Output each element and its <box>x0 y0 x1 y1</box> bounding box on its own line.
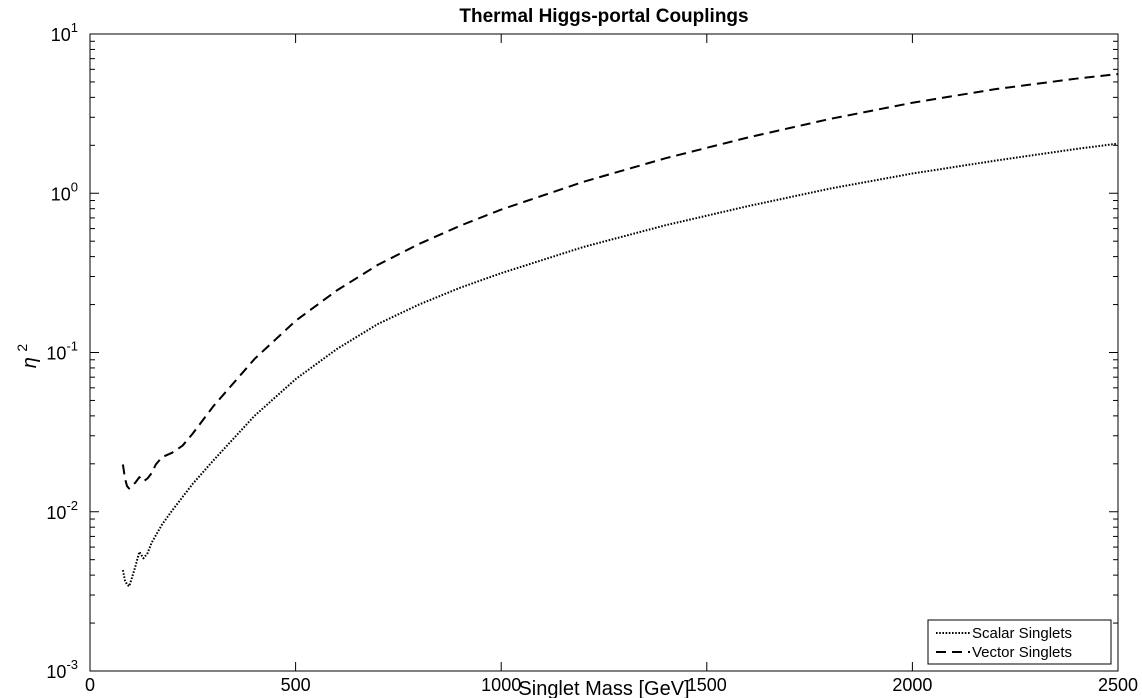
series-line-vector-singlets <box>121 73 1119 490</box>
legend-label: Vector Singlets <box>972 644 1072 661</box>
y-tick-label-base: 10 <box>51 184 71 204</box>
y-tick-label-base: 10 <box>46 503 66 523</box>
y-axis-label-symbol: η <box>19 357 41 368</box>
y-tick-label: 10-2 <box>46 498 78 523</box>
x-tick-label: 2500 <box>1098 675 1138 695</box>
y-tick-label-base: 10 <box>46 662 66 682</box>
y-axis-label: η 2 <box>14 344 41 369</box>
x-axis-ticks: 0 500 1000 1500 2000 2500 <box>85 34 1138 695</box>
legend: Scalar Singlets Vector Singlets <box>927 619 1112 665</box>
x-tick-label: 2000 <box>892 675 932 695</box>
y-tick-label-base: 10 <box>46 344 66 364</box>
y-tick-label-base: 10 <box>51 25 71 45</box>
y-tick-label-exponent: -3 <box>66 657 78 672</box>
x-tick-label: 500 <box>281 675 311 695</box>
x-axis-label: Singlet Mass [GeV] <box>518 678 689 698</box>
x-tick-label: 0 <box>85 675 95 695</box>
y-tick-label: 10-1 <box>46 339 78 364</box>
plot-frame <box>89 33 1119 672</box>
y-tick-label: 101 <box>51 20 78 45</box>
legend-label: Scalar Singlets <box>972 625 1072 642</box>
y-tick-label: 10-3 <box>46 657 78 682</box>
y-tick-label-exponent: 0 <box>71 179 78 194</box>
y-tick-label: 100 <box>51 179 78 204</box>
y-tick-label-exponent: -1 <box>66 339 78 354</box>
chart-title: Thermal Higgs-portal Couplings <box>459 6 748 27</box>
y-axis-label-exponent: 2 <box>14 344 30 352</box>
x-tick-label: 1000 <box>481 675 521 695</box>
y-tick-label-exponent: 1 <box>71 20 78 35</box>
series-line-scalar-singlets <box>121 142 1119 588</box>
plot-area-border <box>89 33 1119 672</box>
legend-box <box>927 619 1112 665</box>
x-tick-label: 1500 <box>687 675 727 695</box>
y-tick-label-exponent: -2 <box>66 498 78 513</box>
series-layer <box>121 73 1119 588</box>
